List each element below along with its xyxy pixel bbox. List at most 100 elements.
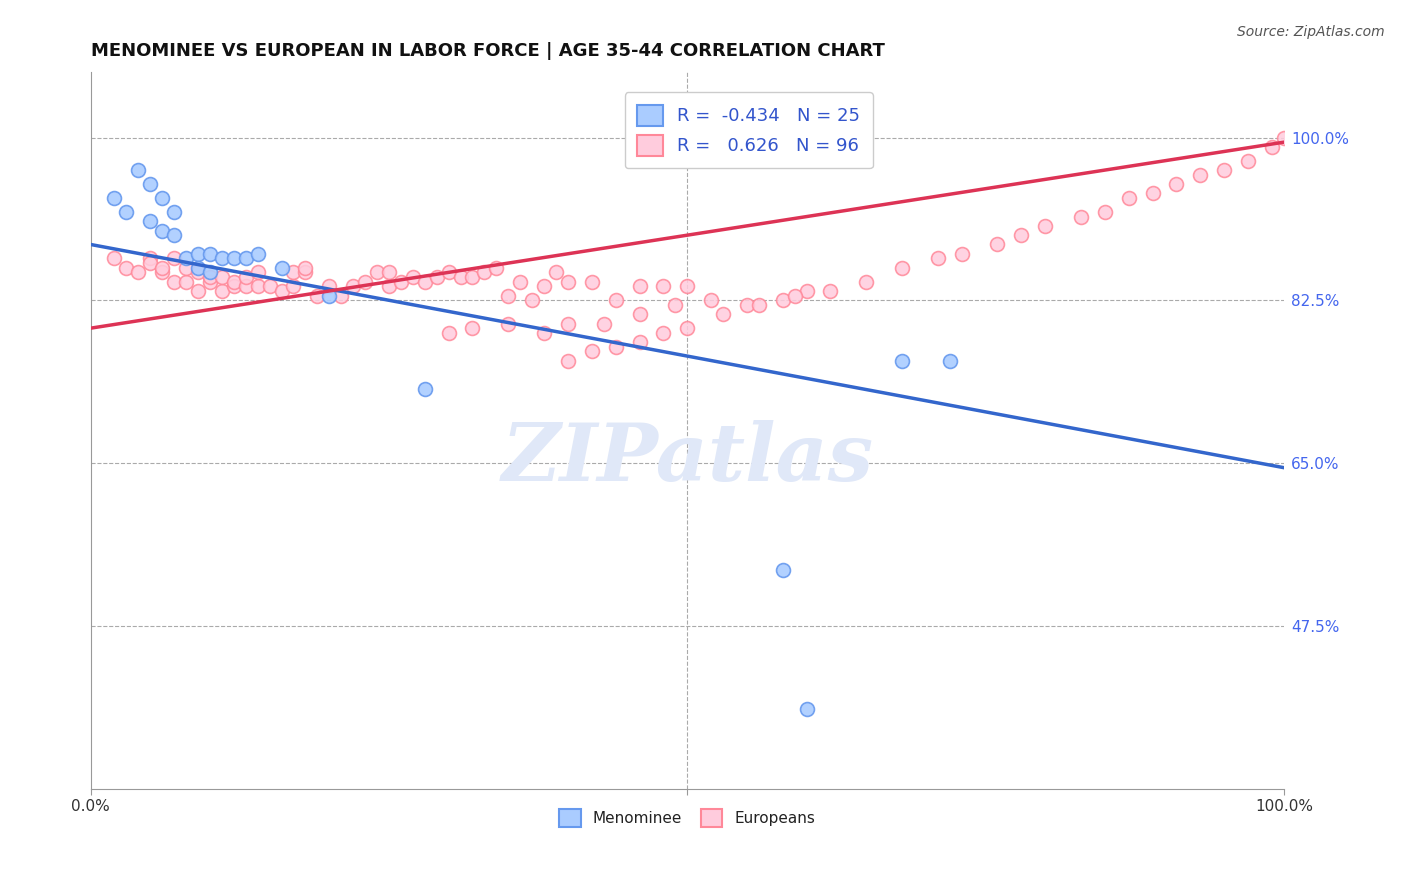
- Point: [222, 275, 245, 289]
- Point: [187, 265, 209, 279]
- Point: [772, 293, 794, 308]
- Point: [474, 265, 496, 279]
- Point: [533, 279, 555, 293]
- Point: [174, 252, 197, 266]
- Point: [235, 279, 257, 293]
- Point: [891, 260, 914, 275]
- Legend: Menominee, Europeans: Menominee, Europeans: [551, 802, 823, 835]
- Point: [605, 340, 627, 354]
- Point: [1142, 186, 1164, 201]
- Point: [581, 344, 603, 359]
- Point: [1033, 219, 1056, 233]
- Point: [211, 284, 233, 298]
- Point: [485, 260, 508, 275]
- Point: [307, 288, 329, 302]
- Point: [198, 275, 221, 289]
- Point: [796, 702, 818, 716]
- Point: [235, 252, 257, 266]
- Point: [711, 307, 734, 321]
- Point: [628, 335, 651, 350]
- Point: [581, 275, 603, 289]
- Point: [103, 252, 125, 266]
- Point: [1261, 140, 1284, 154]
- Point: [520, 293, 543, 308]
- Point: [174, 275, 197, 289]
- Point: [198, 265, 221, 279]
- Point: [1166, 177, 1188, 191]
- Point: [378, 265, 401, 279]
- Point: [378, 279, 401, 293]
- Point: [735, 298, 758, 312]
- Point: [628, 307, 651, 321]
- Point: [1118, 191, 1140, 205]
- Point: [700, 293, 723, 308]
- Point: [783, 288, 806, 302]
- Point: [496, 317, 519, 331]
- Point: [652, 326, 675, 340]
- Point: [294, 260, 316, 275]
- Point: [557, 275, 579, 289]
- Point: [163, 275, 186, 289]
- Point: [533, 326, 555, 340]
- Point: [557, 353, 579, 368]
- Point: [139, 177, 162, 191]
- Point: [354, 275, 377, 289]
- Point: [318, 279, 340, 293]
- Point: [927, 252, 949, 266]
- Point: [772, 563, 794, 577]
- Point: [139, 214, 162, 228]
- Point: [592, 317, 614, 331]
- Point: [1070, 210, 1092, 224]
- Point: [1213, 163, 1236, 178]
- Point: [187, 260, 209, 275]
- Text: MENOMINEE VS EUROPEAN IN LABOR FORCE | AGE 35-44 CORRELATION CHART: MENOMINEE VS EUROPEAN IN LABOR FORCE | A…: [90, 42, 884, 60]
- Point: [127, 163, 149, 178]
- Point: [676, 321, 699, 335]
- Point: [342, 279, 364, 293]
- Point: [437, 265, 460, 279]
- Point: [139, 256, 162, 270]
- Point: [139, 252, 162, 266]
- Point: [283, 279, 305, 293]
- Point: [437, 326, 460, 340]
- Point: [1094, 205, 1116, 219]
- Point: [1010, 228, 1032, 243]
- Point: [855, 275, 877, 289]
- Point: [652, 279, 675, 293]
- Point: [246, 265, 269, 279]
- Point: [246, 247, 269, 261]
- Point: [413, 275, 436, 289]
- Point: [496, 288, 519, 302]
- Point: [1189, 168, 1212, 182]
- Point: [222, 252, 245, 266]
- Point: [270, 284, 292, 298]
- Point: [748, 298, 770, 312]
- Point: [187, 247, 209, 261]
- Point: [174, 260, 197, 275]
- Point: [270, 260, 292, 275]
- Text: Source: ZipAtlas.com: Source: ZipAtlas.com: [1237, 25, 1385, 39]
- Point: [509, 275, 531, 289]
- Point: [127, 265, 149, 279]
- Point: [402, 270, 425, 285]
- Point: [235, 270, 257, 285]
- Point: [103, 191, 125, 205]
- Point: [211, 270, 233, 285]
- Point: [389, 275, 412, 289]
- Point: [796, 284, 818, 298]
- Point: [891, 353, 914, 368]
- Point: [426, 270, 449, 285]
- Point: [330, 288, 353, 302]
- Point: [820, 284, 842, 298]
- Point: [115, 260, 138, 275]
- Point: [413, 382, 436, 396]
- Point: [939, 353, 962, 368]
- Point: [461, 270, 484, 285]
- Point: [198, 270, 221, 285]
- Point: [557, 317, 579, 331]
- Point: [366, 265, 388, 279]
- Point: [198, 247, 221, 261]
- Point: [1272, 130, 1295, 145]
- Point: [450, 270, 472, 285]
- Point: [222, 279, 245, 293]
